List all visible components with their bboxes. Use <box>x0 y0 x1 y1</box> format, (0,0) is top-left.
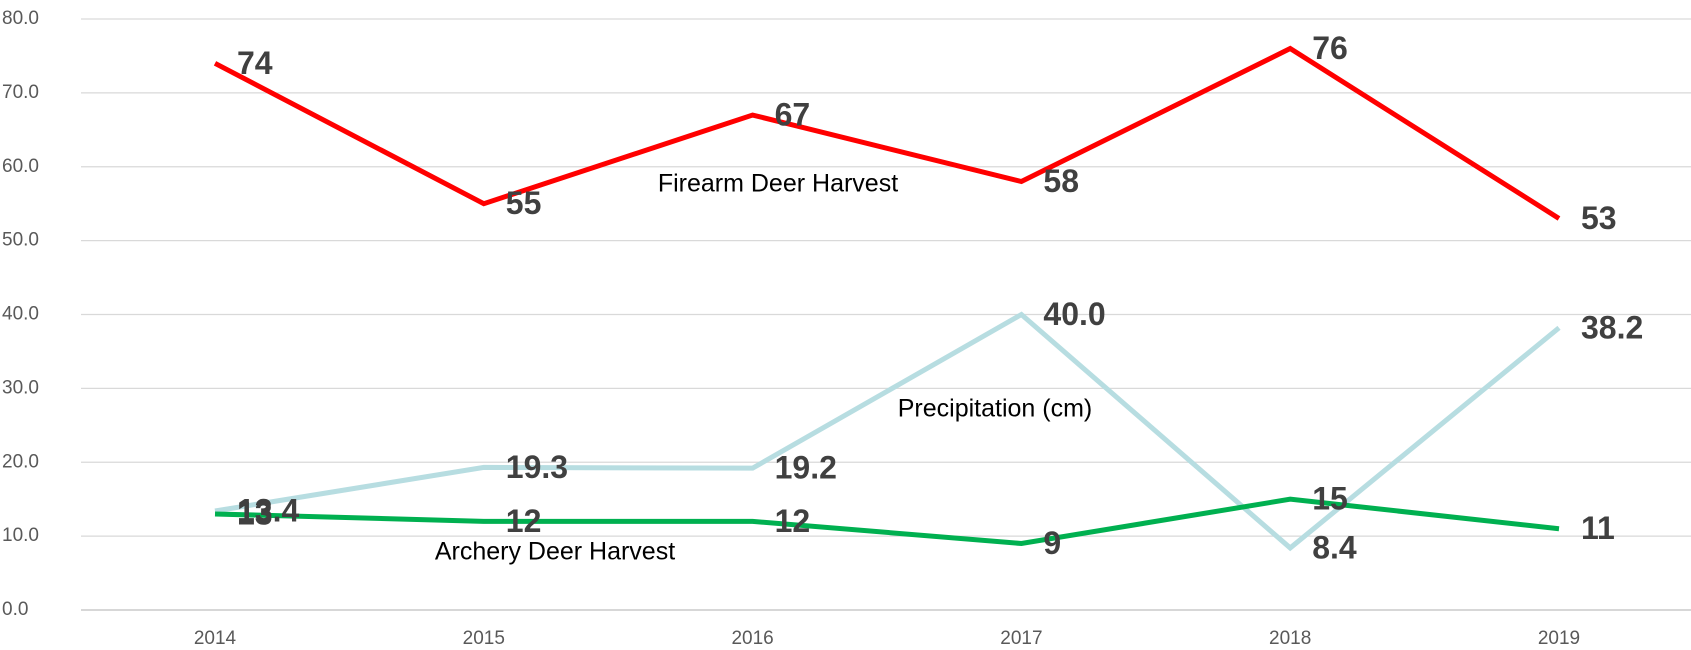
series-label: Firearm Deer Harvest <box>658 170 898 198</box>
y-tick-label: 70.0 <box>2 82 39 103</box>
y-tick-label: 0.0 <box>2 599 28 620</box>
x-tick-label: 2015 <box>463 628 505 649</box>
data-label: 11 <box>1581 510 1615 546</box>
data-label: 9 <box>1043 525 1061 561</box>
x-tick-label: 2017 <box>1000 628 1042 649</box>
data-label: 19.3 <box>506 449 568 485</box>
y-tick-label: 30.0 <box>2 377 39 398</box>
data-label: 55 <box>506 185 542 221</box>
series-line <box>214 311 1561 552</box>
series-line <box>213 45 1561 221</box>
x-tick-label: 2014 <box>194 628 237 649</box>
data-label: 12 <box>775 503 811 539</box>
data-label: 58 <box>1043 163 1079 199</box>
y-tick-label: 20.0 <box>2 451 39 472</box>
data-label: 13.4 <box>237 492 299 528</box>
series-label: Precipitation (cm) <box>898 395 1093 423</box>
data-label: 8.4 <box>1312 529 1357 565</box>
x-tick-label: 2016 <box>731 628 773 649</box>
data-label: 53 <box>1581 200 1617 236</box>
y-tick-label: 10.0 <box>2 525 39 546</box>
data-label: 76 <box>1312 30 1348 66</box>
data-label: 38.2 <box>1581 309 1643 345</box>
data-label: 19.2 <box>775 450 837 486</box>
y-tick-label: 60.0 <box>2 156 39 177</box>
series-line <box>214 496 1560 547</box>
data-label: 12 <box>506 503 542 539</box>
data-label: 15 <box>1312 481 1348 517</box>
data-label: 40.0 <box>1043 296 1105 332</box>
series-label: Archery Deer Harvest <box>435 538 675 566</box>
y-tick-label: 50.0 <box>2 230 39 251</box>
y-tick-label: 40.0 <box>2 304 39 325</box>
data-label: 13 <box>237 495 273 531</box>
data-label: 67 <box>775 96 811 132</box>
x-tick-label: 2018 <box>1269 628 1311 649</box>
y-tick-label: 80.0 <box>2 8 39 29</box>
data-label: 74 <box>237 45 273 81</box>
x-tick-label: 2019 <box>1538 628 1580 649</box>
